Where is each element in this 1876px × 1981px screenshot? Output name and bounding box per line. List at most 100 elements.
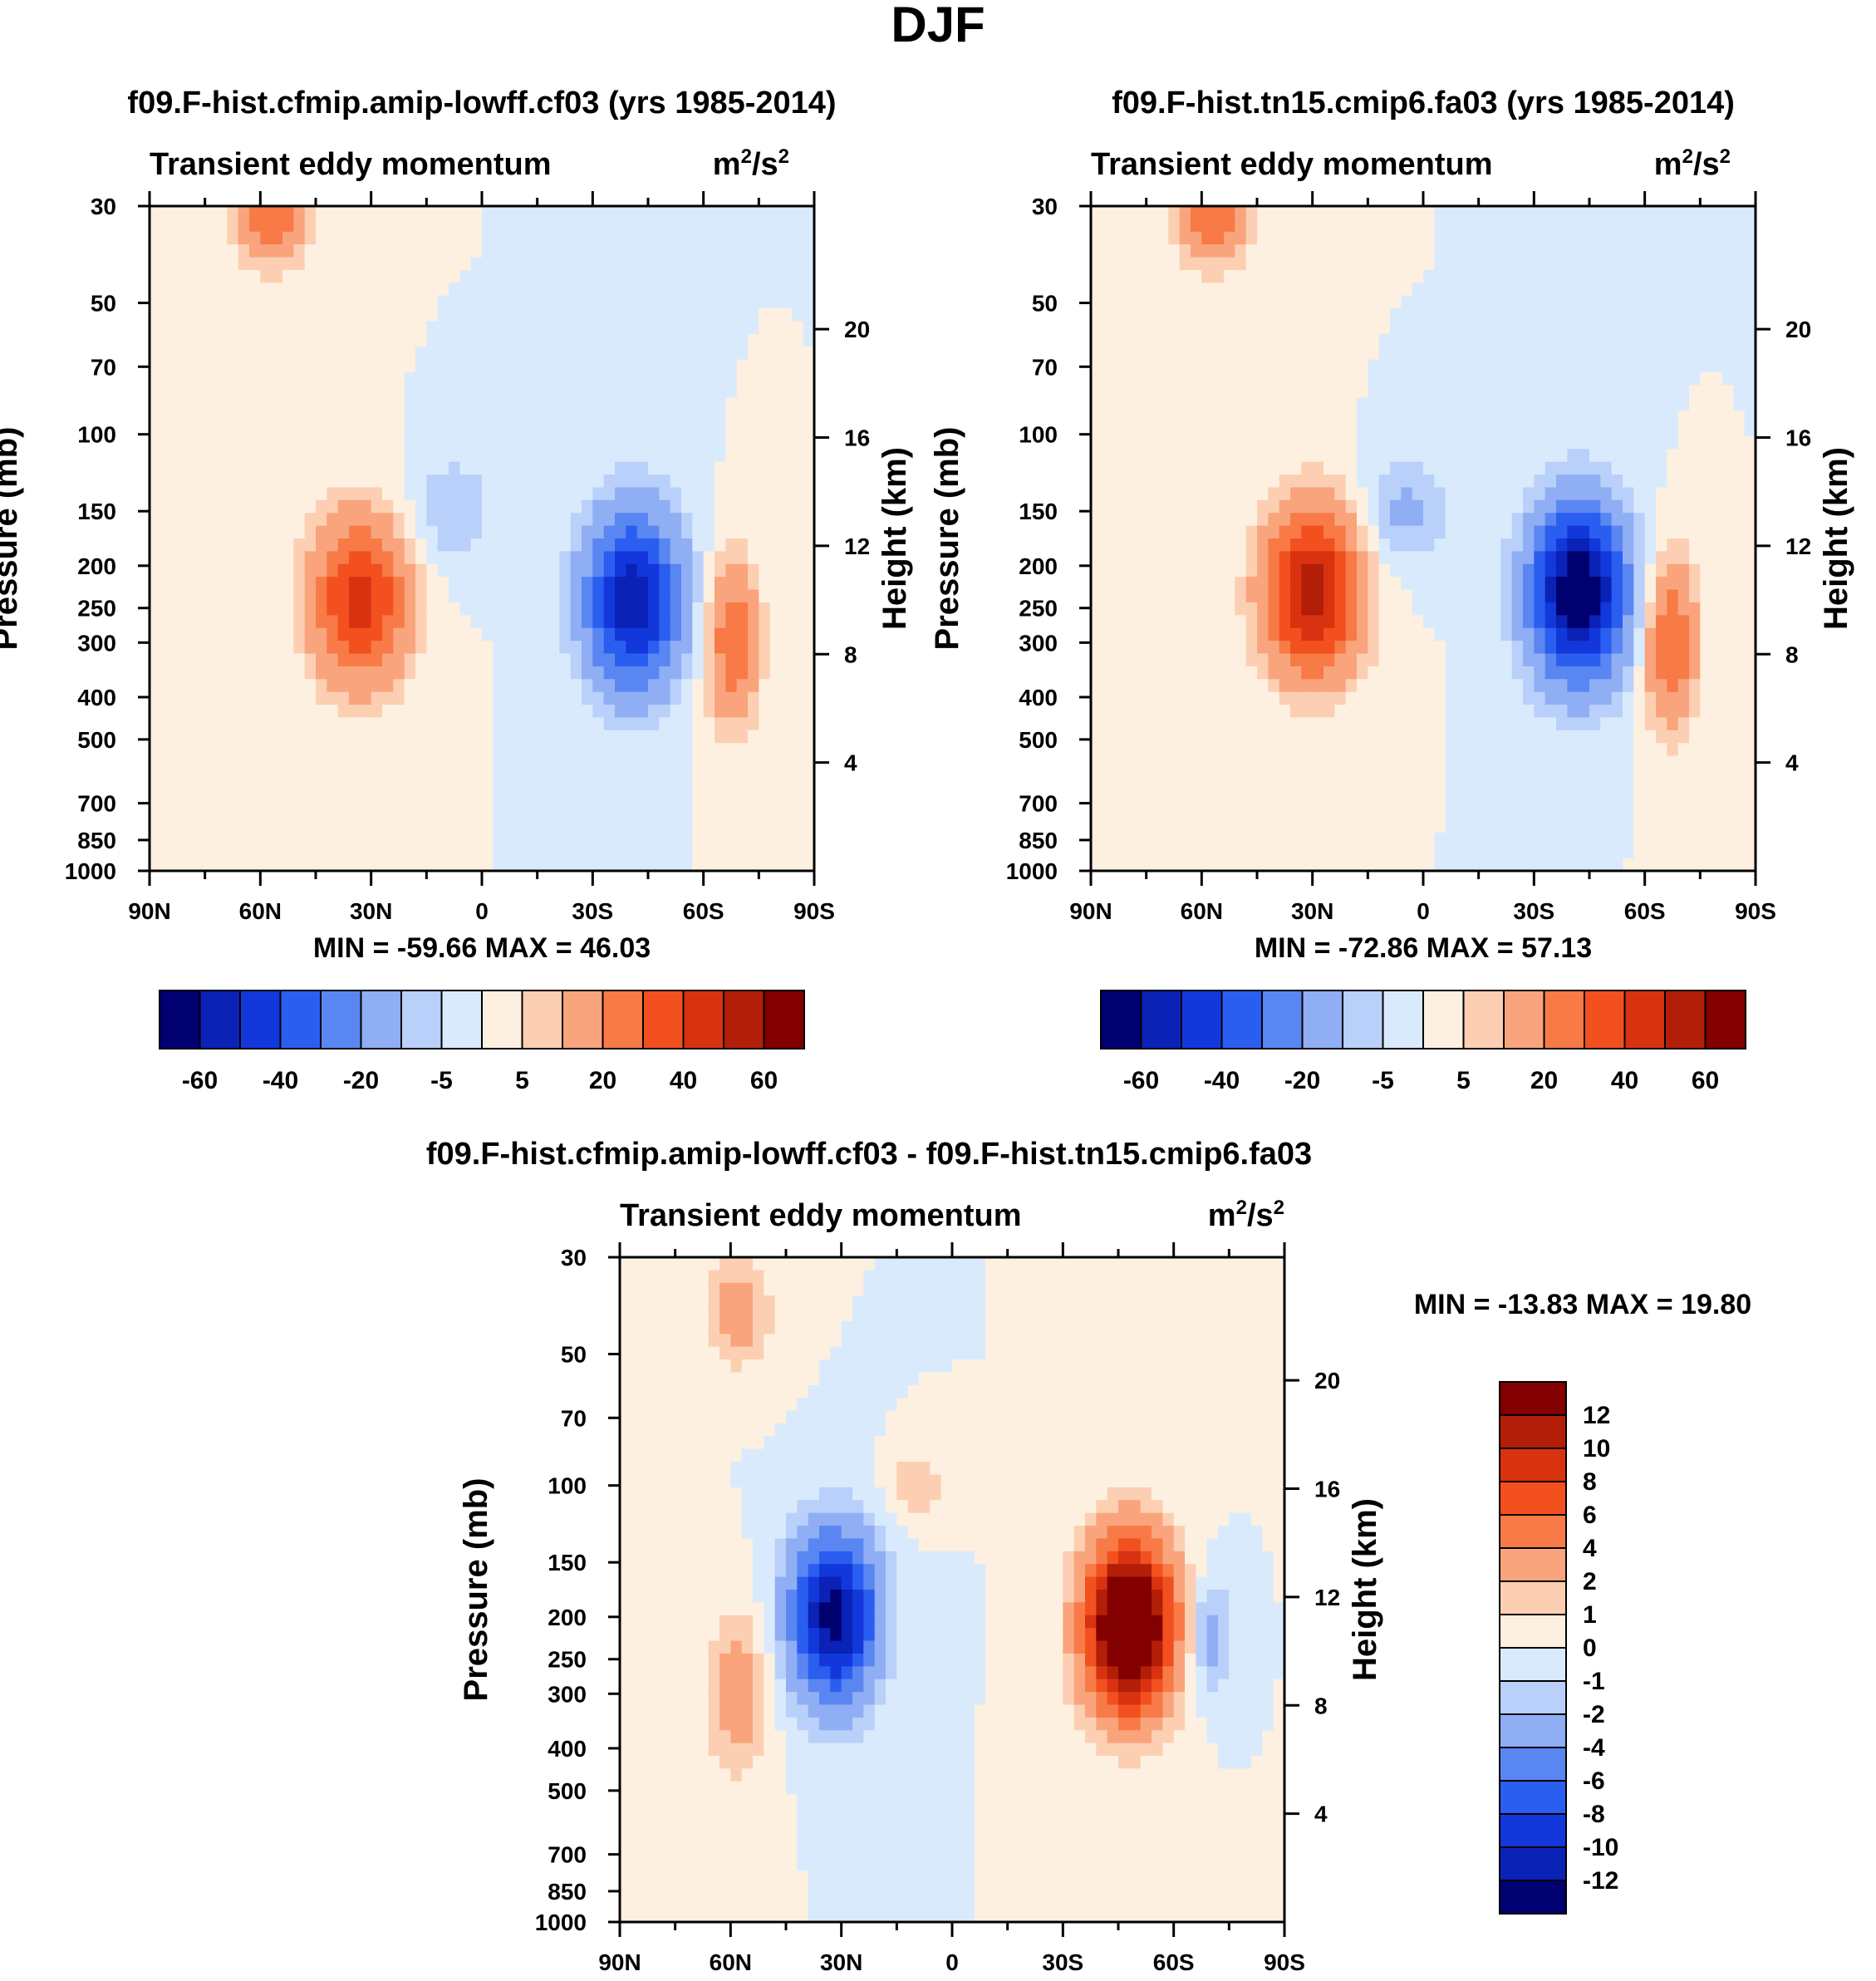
- contour-cell: [1378, 333, 1391, 347]
- contour-cell: [238, 743, 250, 757]
- contour-cell: [183, 347, 194, 361]
- contour-cell: [482, 755, 494, 769]
- contour-cell: [748, 435, 759, 450]
- contour-cell: [249, 461, 261, 475]
- contour-cell: [426, 755, 439, 769]
- contour-cell: [437, 513, 449, 527]
- contour-cell: [171, 295, 184, 309]
- contour-cell: [1301, 525, 1314, 539]
- contour-cell: [183, 679, 194, 693]
- contour-cell: [1301, 513, 1314, 527]
- contour-cell: [493, 679, 505, 693]
- contour-cell: [204, 563, 217, 578]
- contour-cell: [1345, 538, 1358, 552]
- contour-cell: [681, 333, 693, 347]
- contour-cell: [648, 717, 660, 731]
- contour-cell: [1245, 219, 1258, 233]
- contour-cell: [482, 397, 494, 411]
- contour-cell: [1091, 347, 1103, 361]
- contour-cell: [503, 321, 516, 335]
- contour-cell: [1179, 538, 1191, 552]
- contour-cell: [1201, 666, 1214, 680]
- contour-cell: [1423, 627, 1435, 641]
- contour-cell: [648, 423, 660, 437]
- contour-cell: [150, 641, 161, 655]
- contour-cell: [327, 295, 339, 309]
- contour-cell: [692, 602, 705, 616]
- contour-cell: [1135, 653, 1147, 667]
- contour-cell: [1146, 257, 1158, 271]
- contour-cell: [503, 781, 516, 795]
- contour-cell: [1224, 461, 1235, 475]
- contour-cell: [1135, 283, 1147, 297]
- contour-cell: [1157, 768, 1169, 782]
- contour-cell: [759, 333, 771, 347]
- contour-cell: [1091, 563, 1103, 578]
- contour-cell: [204, 435, 217, 450]
- contour-cell: [1168, 487, 1181, 501]
- contour-cell: [582, 474, 593, 489]
- contour-cell: [1290, 577, 1302, 591]
- contour-cell: [437, 705, 449, 718]
- contour-cell: [360, 372, 372, 386]
- contour-cell: [1412, 206, 1424, 219]
- contour-cell: [150, 397, 161, 411]
- contour-cell: [227, 717, 239, 731]
- contour-cell: [1378, 513, 1391, 527]
- contour-cell: [526, 449, 538, 463]
- contour-cell: [570, 321, 582, 335]
- contour-cell: [736, 525, 749, 539]
- contour-cell: [715, 563, 726, 578]
- contour-cell: [582, 858, 593, 872]
- contour-cell: [592, 513, 605, 527]
- contour-cell: [1445, 513, 1457, 527]
- contour-cell: [1124, 269, 1136, 283]
- contour-cell: [1257, 641, 1269, 655]
- contour-cell: [659, 474, 671, 489]
- contour-cell: [1290, 347, 1302, 361]
- contour-cell: [1235, 219, 1247, 233]
- contour-cell: [515, 781, 527, 795]
- contour-cell: [194, 487, 206, 501]
- contour-cell: [1390, 410, 1402, 425]
- contour-cell: [1135, 615, 1147, 629]
- contour-cell: [537, 410, 549, 425]
- contour-cell: [194, 295, 206, 309]
- contour-cell: [360, 858, 372, 872]
- contour-cell: [803, 589, 815, 603]
- contour-cell: [360, 385, 372, 399]
- contour-cell: [282, 807, 294, 821]
- contour-cell: [371, 730, 383, 744]
- contour-cell: [648, 372, 660, 386]
- contour-cell: [204, 653, 217, 667]
- contour-cell: [437, 538, 449, 552]
- contour-cell: [503, 435, 516, 450]
- contour-cell: [1235, 333, 1247, 347]
- contour-cell: [648, 679, 660, 693]
- contour-cell: [238, 397, 250, 411]
- contour-cell: [636, 474, 649, 489]
- contour-cell: [1146, 347, 1158, 361]
- contour-cell: [1212, 705, 1225, 718]
- contour-cell: [548, 653, 560, 667]
- contour-cell: [659, 385, 671, 399]
- contour-cell: [204, 551, 217, 565]
- contour-cell: [1146, 397, 1158, 411]
- contour-cell: [1357, 372, 1368, 386]
- contour-cell: [715, 538, 726, 552]
- contour-cell: [582, 461, 593, 475]
- contour-cell: [582, 283, 593, 297]
- contour-cell: [404, 244, 416, 258]
- contour-cell: [1157, 206, 1169, 219]
- contour-cell: [227, 577, 239, 591]
- contour-cell: [293, 679, 306, 693]
- contour-cell: [459, 423, 472, 437]
- contour-cell: [404, 666, 416, 680]
- contour-cell: [1268, 231, 1280, 245]
- contour-cell: [337, 372, 350, 386]
- contour-cell: [1423, 513, 1435, 527]
- contour-cell: [1456, 538, 1468, 552]
- contour-cell: [759, 768, 771, 782]
- contour-cell: [1224, 589, 1235, 603]
- contour-cell: [592, 755, 605, 769]
